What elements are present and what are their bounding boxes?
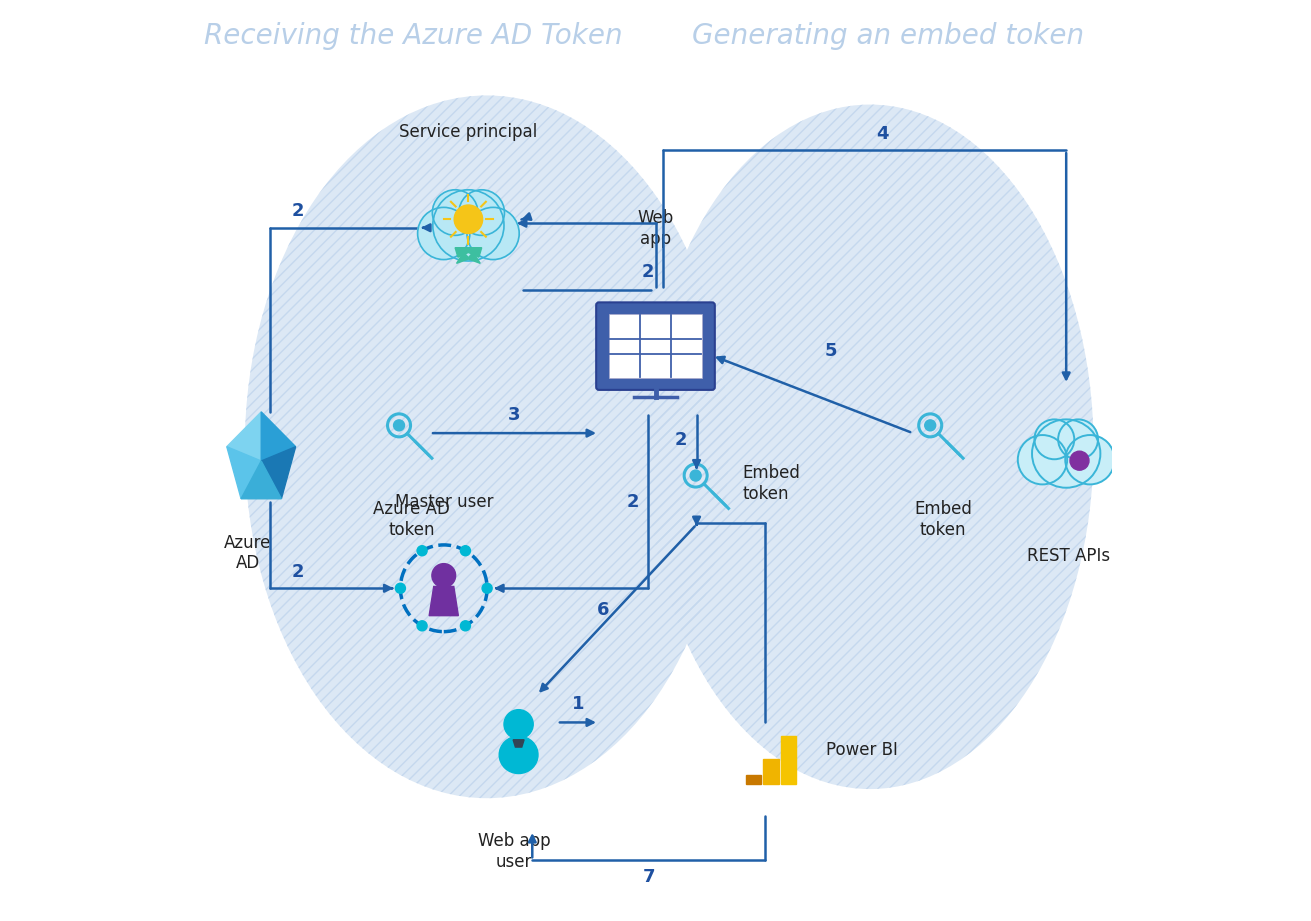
- Text: 5: 5: [825, 342, 836, 360]
- Text: Web app
user: Web app user: [477, 832, 551, 870]
- Circle shape: [1032, 419, 1100, 488]
- Circle shape: [417, 621, 427, 631]
- Circle shape: [396, 583, 405, 593]
- Ellipse shape: [499, 736, 538, 774]
- Circle shape: [393, 420, 405, 431]
- Text: Master user: Master user: [395, 493, 493, 511]
- Text: 4: 4: [877, 124, 889, 143]
- Polygon shape: [456, 252, 469, 263]
- Polygon shape: [261, 447, 296, 499]
- Circle shape: [1034, 419, 1074, 460]
- Circle shape: [1058, 419, 1099, 460]
- Text: 2: 2: [675, 431, 687, 449]
- FancyBboxPatch shape: [597, 302, 714, 390]
- Circle shape: [503, 710, 534, 739]
- Circle shape: [692, 361, 700, 367]
- Circle shape: [433, 190, 479, 236]
- Text: 7: 7: [642, 868, 656, 886]
- Text: Embed
token: Embed token: [914, 500, 971, 539]
- Circle shape: [418, 207, 469, 260]
- Ellipse shape: [245, 96, 729, 799]
- Text: REST APIs: REST APIs: [1028, 547, 1110, 565]
- Circle shape: [482, 583, 492, 593]
- Text: Azure
AD: Azure AD: [224, 533, 271, 572]
- Circle shape: [460, 546, 471, 555]
- Text: 3: 3: [509, 406, 520, 424]
- Circle shape: [467, 207, 519, 260]
- FancyBboxPatch shape: [610, 314, 701, 378]
- Circle shape: [692, 343, 700, 350]
- Text: 6: 6: [597, 600, 610, 619]
- Circle shape: [692, 325, 700, 332]
- Text: Web
app: Web app: [637, 209, 674, 248]
- Text: 1: 1: [572, 695, 585, 713]
- Text: 2: 2: [642, 262, 654, 281]
- Circle shape: [690, 470, 701, 481]
- Circle shape: [433, 190, 503, 261]
- Text: 2: 2: [291, 203, 304, 220]
- Polygon shape: [261, 412, 296, 461]
- Text: 2: 2: [627, 493, 638, 510]
- Text: Azure AD
token: Azure AD token: [374, 500, 450, 539]
- Circle shape: [1070, 451, 1089, 471]
- Ellipse shape: [646, 105, 1093, 789]
- Circle shape: [454, 205, 482, 233]
- Polygon shape: [468, 252, 480, 263]
- Polygon shape: [227, 412, 261, 461]
- Polygon shape: [227, 447, 261, 499]
- Polygon shape: [746, 775, 762, 784]
- Polygon shape: [241, 461, 282, 499]
- Polygon shape: [763, 759, 779, 784]
- Circle shape: [1066, 435, 1114, 484]
- Text: Embed
token: Embed token: [742, 464, 800, 503]
- Text: Power BI: Power BI: [826, 740, 898, 759]
- Circle shape: [924, 420, 936, 431]
- Circle shape: [459, 190, 505, 236]
- Text: Generating an embed token: Generating an embed token: [692, 22, 1084, 50]
- Polygon shape: [780, 736, 796, 784]
- Polygon shape: [455, 248, 481, 257]
- Circle shape: [1017, 435, 1067, 484]
- Polygon shape: [513, 740, 524, 747]
- Text: Service principal: Service principal: [400, 123, 538, 141]
- Circle shape: [431, 564, 456, 588]
- Circle shape: [460, 621, 471, 631]
- Text: 2: 2: [291, 563, 304, 581]
- Circle shape: [417, 546, 427, 555]
- Text: Receiving the Azure AD Token: Receiving the Azure AD Token: [205, 22, 623, 50]
- Polygon shape: [429, 587, 459, 615]
